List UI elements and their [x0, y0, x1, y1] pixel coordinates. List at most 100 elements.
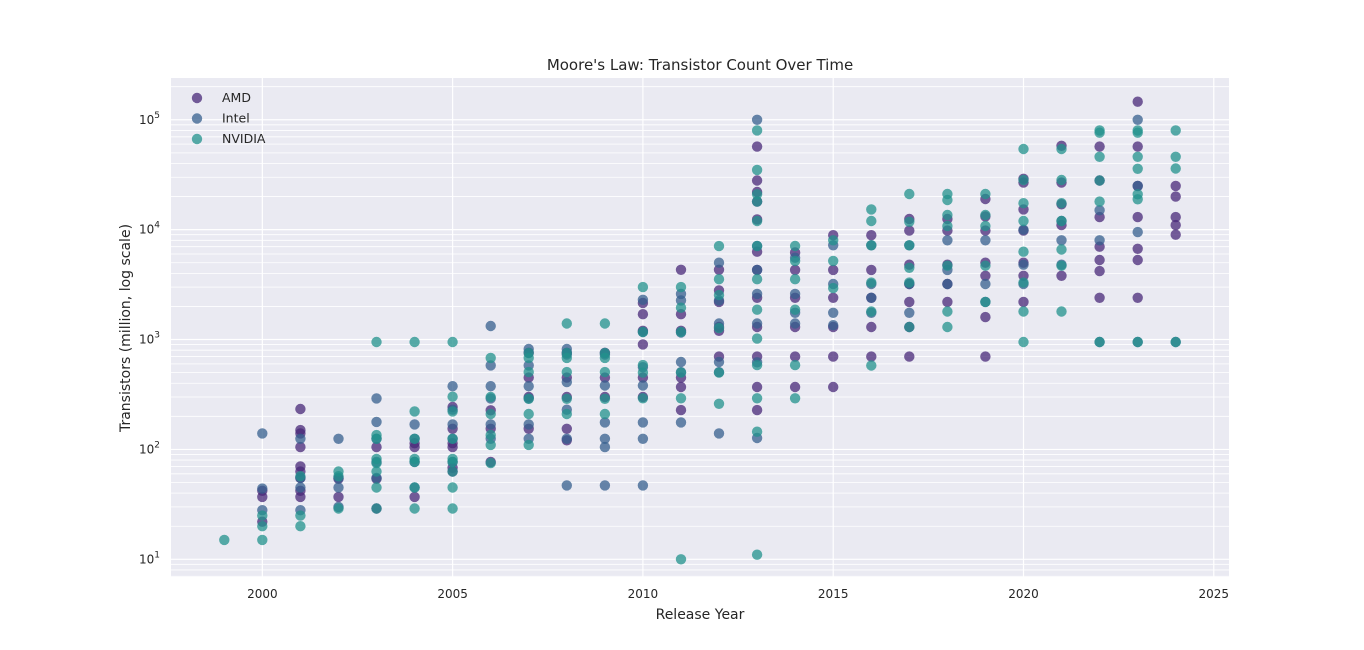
data-point — [295, 461, 306, 472]
x-tick-labels: 2000 2005 2010 2015 2020 2025 — [247, 587, 1229, 601]
data-point — [523, 347, 534, 359]
data-point — [1094, 265, 1105, 277]
data-point — [866, 204, 877, 215]
data-point — [333, 491, 344, 503]
data-point — [980, 351, 991, 362]
data-point — [904, 225, 915, 236]
data-point — [751, 549, 763, 560]
data-point — [942, 278, 953, 290]
data-point — [447, 433, 458, 444]
data-point — [485, 381, 496, 392]
y-axis-label: Transistors (million, log scale) — [118, 224, 134, 433]
data-point — [751, 114, 763, 126]
data-point — [1018, 198, 1029, 209]
x-tick-label: 2010 — [628, 587, 659, 601]
data-point — [713, 398, 725, 409]
data-point — [828, 235, 839, 246]
data-point — [675, 404, 687, 416]
data-point — [447, 466, 458, 477]
data-point — [789, 351, 801, 362]
data-point — [751, 333, 763, 344]
data-point — [485, 360, 496, 371]
data-point — [637, 294, 649, 305]
data-point — [1094, 125, 1105, 136]
data-point — [1018, 259, 1029, 270]
data-point — [1056, 143, 1067, 155]
data-point — [561, 376, 572, 388]
y-tick-label: 102 — [139, 440, 160, 456]
data-point — [675, 264, 687, 275]
data-point — [751, 125, 763, 136]
data-point — [1056, 244, 1067, 255]
data-point — [599, 380, 611, 391]
data-point — [561, 347, 572, 359]
data-point — [828, 320, 839, 331]
data-point — [523, 439, 534, 451]
data-point — [866, 215, 877, 227]
data-point — [447, 482, 458, 493]
data-point — [828, 255, 839, 267]
data-point — [295, 482, 306, 493]
data-point — [751, 359, 763, 371]
data-point — [599, 433, 611, 444]
data-point — [751, 404, 763, 416]
data-point — [485, 352, 496, 364]
data-point — [942, 260, 953, 271]
data-point — [980, 188, 991, 200]
data-point — [1170, 191, 1181, 202]
data-point — [751, 240, 763, 252]
data-point — [1132, 141, 1143, 152]
x-tick-label: 2005 — [437, 587, 468, 601]
data-point — [904, 262, 915, 273]
data-point — [866, 360, 877, 371]
chart-title: Moore's Law: Transistor Count Over Time — [547, 56, 853, 74]
data-point — [1132, 96, 1143, 107]
data-point — [523, 419, 534, 430]
data-point — [295, 521, 306, 532]
data-point — [942, 188, 953, 200]
data-point — [1094, 175, 1105, 186]
data-point — [866, 351, 877, 362]
data-point — [485, 408, 496, 420]
data-point — [599, 393, 611, 404]
data-point — [1094, 196, 1105, 207]
data-point — [1056, 306, 1067, 317]
data-point — [409, 433, 420, 444]
data-point — [1132, 114, 1143, 126]
data-point — [789, 240, 801, 252]
data-point — [675, 356, 687, 368]
legend: AMD Intel NVIDIA — [191, 90, 266, 146]
data-point — [295, 424, 306, 436]
y-tick-label: 101 — [139, 550, 160, 566]
data-point — [1132, 180, 1143, 192]
data-point — [713, 367, 725, 378]
data-point — [637, 380, 649, 391]
data-point — [1018, 246, 1029, 257]
data-point — [523, 381, 534, 392]
data-point — [942, 296, 953, 308]
data-point — [751, 393, 763, 404]
data-point — [980, 235, 991, 246]
data-point — [637, 339, 649, 350]
data-point — [1132, 243, 1143, 254]
data-point — [751, 164, 763, 176]
data-point — [371, 416, 382, 428]
data-point — [1132, 189, 1143, 200]
y-tick-labels: 101 102 103 104 105 — [139, 111, 160, 567]
data-point — [1094, 151, 1105, 162]
data-point — [1132, 211, 1143, 223]
data-point — [295, 433, 306, 444]
data-point — [523, 366, 534, 378]
y-tick-label: 105 — [139, 111, 160, 127]
data-point — [295, 510, 306, 521]
data-point — [1018, 336, 1029, 348]
data-point — [904, 321, 915, 333]
data-point — [980, 260, 991, 271]
data-point — [1018, 277, 1029, 288]
data-point — [713, 428, 725, 439]
data-point — [713, 240, 725, 252]
data-point — [1094, 254, 1105, 266]
data-point — [295, 441, 306, 453]
data-point — [637, 480, 649, 491]
